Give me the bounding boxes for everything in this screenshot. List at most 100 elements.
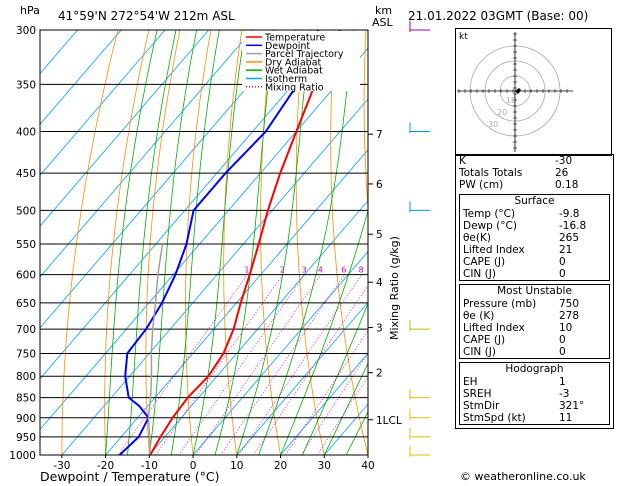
- most-unstable-row: Lifted Index 10: [460, 322, 609, 334]
- mixing-ratio-line: [220, 274, 345, 455]
- mixing-ratio-line: [195, 274, 322, 455]
- surface-row: CAPE (J) 0: [460, 256, 609, 268]
- pressure-tick-label: 900: [16, 413, 36, 425]
- asl-label: ASL: [372, 16, 394, 29]
- most-unstable-row: Pressure (mb) 750: [460, 298, 609, 310]
- hodograph-row: StmDir 321°: [460, 400, 609, 412]
- stat-key: Lifted Index: [463, 244, 525, 256]
- general-index-row: Totals Totals 26: [456, 167, 613, 179]
- pressure-tick-label: 350: [16, 79, 36, 91]
- mixing-ratio-label: 6: [341, 266, 346, 275]
- stat-key: SREH: [463, 388, 492, 400]
- surface-title: Surface: [514, 195, 555, 207]
- hodograph-row: EH 1: [460, 376, 609, 388]
- pressure-tick-label: 400: [16, 127, 36, 139]
- stat-value: -16.8: [559, 220, 587, 232]
- stat-value: 11: [559, 412, 573, 424]
- pressure-tick-label: 600: [16, 270, 36, 282]
- pressure-tick-label: 550: [16, 239, 36, 251]
- km-tick-label: 7: [376, 129, 383, 141]
- isotherm-line: [40, 30, 166, 176]
- mixing-ratio-line: [238, 274, 362, 455]
- stat-value: 1: [559, 376, 566, 388]
- isotherm-line: [105, 149, 368, 455]
- stat-value: 750: [559, 298, 580, 310]
- parcel-trajectory-curve: [147, 243, 164, 455]
- mixing-ratio-label: 2: [280, 266, 285, 275]
- mixing-ratio-label: 8: [359, 266, 364, 275]
- surface-row: Temp (°C) -9.8: [460, 208, 609, 220]
- hodograph: kt 10 20 30: [455, 28, 612, 156]
- mixing-ratio-label: 20: [417, 266, 427, 275]
- surface-row: Dewp (°C) -16.8: [460, 220, 609, 232]
- pressure-tick-label: 800: [16, 371, 36, 383]
- isotherm-line: [40, 30, 210, 227]
- stat-key: PW (cm): [459, 179, 504, 191]
- x-axis-title: Dewpoint / Temperature (°C): [40, 469, 219, 484]
- pressure-tick-label: 1000: [9, 450, 36, 462]
- surface-row: Lifted Index 21: [460, 244, 609, 256]
- legend-label: Dewpoint: [265, 41, 310, 52]
- dry-adiabat-line: [260, 30, 281, 455]
- mixing-ratio-line: [316, 376, 368, 455]
- plot-frame: [39, 29, 369, 456]
- isotherm-line: [40, 30, 341, 380]
- mixing-ratio-label: 1: [244, 266, 249, 275]
- hodograph-ring-label: 20: [497, 108, 507, 117]
- hodograph-unit-label: kt: [459, 32, 468, 42]
- wet-adiabat-line: [302, 302, 368, 455]
- km-tick-label: 4: [376, 277, 383, 289]
- stat-value: 0: [559, 346, 566, 358]
- most-unstable-row: θe (K) 278: [460, 310, 609, 322]
- stat-key: Lifted Index: [463, 322, 525, 334]
- pressure-tick-label: 650: [16, 298, 36, 310]
- wet-adiabat-line: [323, 362, 368, 455]
- mixing-ratio-axis-title: Mixing Ratio (g/kg): [388, 236, 401, 340]
- mixing-ratio-label: 10: [372, 266, 382, 275]
- dry-adiabat-line: [397, 30, 456, 455]
- surface-row: CIN (J) 0: [460, 268, 609, 280]
- pressure-tick-label: 950: [16, 432, 36, 444]
- km-tick-label: 2: [376, 368, 383, 380]
- dry-adiabat-line: [223, 30, 243, 455]
- km-tick-label: 1LCL: [376, 415, 402, 427]
- stat-key: θe(K): [463, 232, 491, 244]
- stat-key: StmSpd (kt): [463, 412, 526, 424]
- stat-key: CIN (J): [463, 268, 496, 280]
- km-tick-label: 3: [376, 323, 383, 335]
- surface-box: Surface Temp (°C) -9.8 Dewp (°C) -16.8 θe(K)…: [459, 194, 610, 281]
- stats-panel: K -30 Totals Totals 26 PW (cm) 0.18 Surface T…: [455, 154, 614, 429]
- most-unstable-row: CAPE (J) 0: [460, 334, 609, 346]
- isotherm-line: [40, 30, 122, 126]
- stat-key: Temp (°C): [463, 208, 516, 220]
- most-unstable-title: Most Unstable: [497, 285, 572, 297]
- x-tick-label: 30: [318, 460, 331, 472]
- surface-row: θe(K) 265: [460, 232, 609, 244]
- mixing-ratio-label: 3: [302, 266, 307, 275]
- isotherm-line: [40, 30, 297, 329]
- stat-value: -3: [559, 388, 570, 400]
- stat-value: 0: [559, 256, 566, 268]
- stat-key: CAPE (J): [463, 256, 506, 268]
- stat-value: 321°: [559, 400, 585, 412]
- pressure-tick-label: 450: [16, 168, 36, 180]
- mixing-ratio-line: [155, 274, 284, 455]
- stat-key: Totals Totals: [459, 167, 523, 179]
- general-index-row: PW (cm) 0.18: [456, 179, 613, 191]
- location-title: 41°59'N 272°54'W 212m ASL: [58, 9, 235, 23]
- isotherm-line: [280, 352, 368, 455]
- isotherm-line: [40, 47, 368, 431]
- pressure-tick-label: 750: [16, 348, 36, 360]
- stat-key: EH: [463, 376, 478, 388]
- stat-key: StmDir: [463, 400, 500, 412]
- x-tick-label: -30: [53, 460, 70, 472]
- km-tick-label: 5: [376, 229, 383, 241]
- footer-credit: © weatheronline.co.uk: [460, 470, 586, 483]
- stat-key: θe (K): [463, 310, 495, 322]
- dry-adiabat-line: [330, 30, 368, 455]
- stat-value: -30: [555, 155, 573, 167]
- dry-adiabat-line: [363, 30, 368, 212]
- mixing-ratio-line: [178, 274, 305, 455]
- dry-adiabat-line: [185, 30, 212, 455]
